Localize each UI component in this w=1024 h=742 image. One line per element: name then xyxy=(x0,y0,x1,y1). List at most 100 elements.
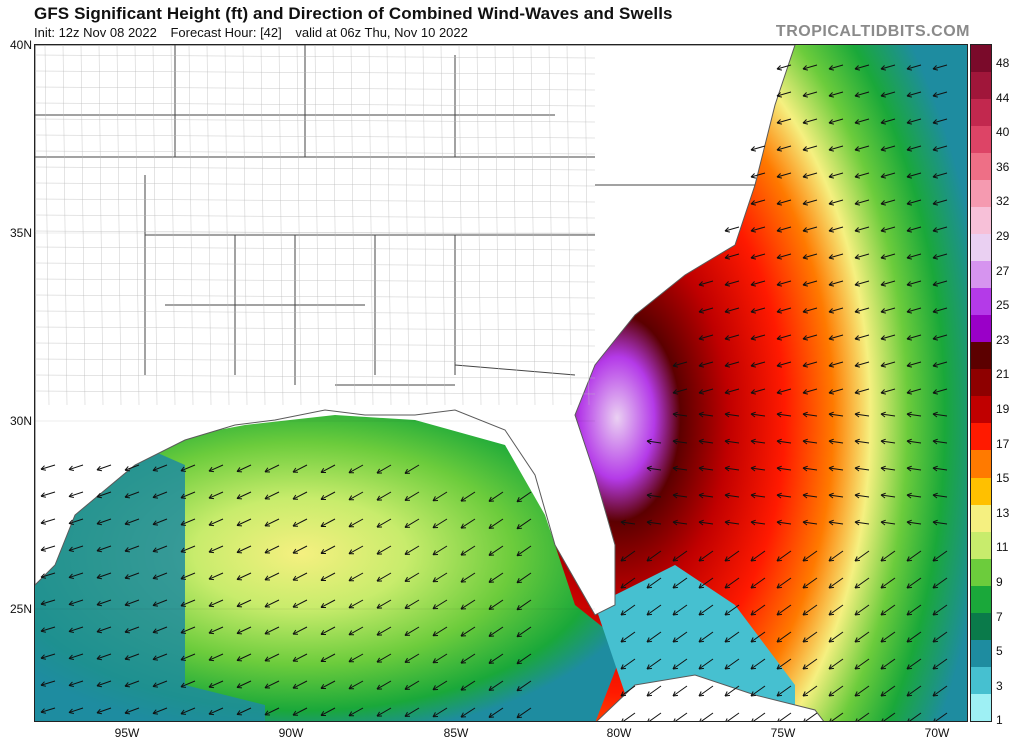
wave-arrow xyxy=(932,199,948,205)
wave-arrow xyxy=(646,550,662,562)
wave-arrow xyxy=(68,572,84,579)
wave-arrow xyxy=(932,631,948,643)
wave-arrow xyxy=(516,707,532,719)
wave-arrow xyxy=(292,707,308,716)
colorbar-swatch xyxy=(971,126,991,154)
wave-arrow xyxy=(750,172,766,178)
wave-arrow xyxy=(828,280,844,286)
wave-arrow xyxy=(152,464,168,471)
wave-arrow xyxy=(404,653,420,663)
colorbar-swatch xyxy=(971,315,991,343)
wave-arrow xyxy=(488,518,504,529)
wave-arrow xyxy=(180,599,196,607)
wave-arrow xyxy=(646,577,662,589)
wave-arrow xyxy=(620,631,636,643)
wave-arrow xyxy=(776,604,792,616)
wave-arrow xyxy=(854,199,870,205)
wave-arrow xyxy=(348,680,364,690)
wave-arrow xyxy=(68,545,84,552)
wave-arrow xyxy=(404,599,420,609)
wave-arrow xyxy=(932,172,948,178)
wave-arrow xyxy=(724,494,740,498)
wave-arrow xyxy=(828,145,844,151)
wave-arrow xyxy=(488,545,504,556)
wave-arrow xyxy=(292,491,308,500)
wave-arrow xyxy=(152,626,168,633)
wave-arrow xyxy=(432,707,448,718)
wave-arrow xyxy=(488,680,504,691)
wave-arrow xyxy=(348,572,364,582)
wave-arrow xyxy=(776,307,792,313)
wave-arrow xyxy=(646,658,662,670)
wave-arrow xyxy=(854,577,870,589)
wave-arrow xyxy=(880,226,896,232)
colorbar-label: 44 xyxy=(996,90,1010,105)
wave-arrow xyxy=(724,413,740,417)
wave-arrow xyxy=(854,685,870,697)
wave-arrow xyxy=(292,599,308,608)
wave-arrow xyxy=(750,494,766,498)
colorbar-label: 27 xyxy=(996,263,1010,278)
wave-arrow xyxy=(776,145,792,151)
wave-arrow xyxy=(776,199,792,205)
wave-arrow xyxy=(932,604,948,616)
wave-arrow xyxy=(672,440,688,444)
wave-arrow xyxy=(724,280,740,286)
colorbar-swatch xyxy=(971,423,991,451)
wave-arrow xyxy=(752,712,766,721)
wave-arrow xyxy=(802,172,818,178)
wave-arrow xyxy=(460,707,476,718)
wave-arrow xyxy=(376,491,392,501)
wave-arrow xyxy=(828,172,844,178)
wave-arrow xyxy=(854,521,870,525)
wave-arrow xyxy=(264,680,280,689)
colorbar-swatch xyxy=(971,180,991,208)
wave-arrow xyxy=(906,413,922,417)
wave-arrow xyxy=(236,707,252,715)
wave-arrow xyxy=(802,118,818,124)
wave-arrow xyxy=(292,572,308,581)
colorbar-label: 15 xyxy=(996,471,1010,486)
wave-arrow xyxy=(854,91,870,97)
wave-arrow xyxy=(292,518,308,527)
wave-arrow xyxy=(880,145,896,151)
wave-arrow xyxy=(776,467,792,471)
colorbar-swatch xyxy=(971,558,991,586)
wave-arrow xyxy=(932,226,948,232)
wave-arrow xyxy=(724,388,740,394)
wave-arrow xyxy=(68,707,84,714)
wave-arrow xyxy=(698,307,714,313)
wave-arrow xyxy=(932,413,948,417)
wave-arrow xyxy=(906,388,922,394)
wave-arrow xyxy=(906,658,922,670)
wave-arrow xyxy=(880,118,896,124)
wave-arrow xyxy=(854,226,870,232)
wave-arrow xyxy=(124,626,140,633)
wave-arrow xyxy=(932,280,948,286)
wave-arrow xyxy=(180,626,196,634)
wave-arrow xyxy=(622,712,636,721)
wave-arrow xyxy=(776,577,792,589)
wave-arrow xyxy=(698,388,714,394)
wave-arrow xyxy=(264,491,280,500)
wave-arrow xyxy=(880,521,896,525)
wave-arrow xyxy=(932,361,948,367)
wave-arrow xyxy=(672,631,688,643)
wave-arrow xyxy=(700,712,714,721)
wave-arrow xyxy=(906,172,922,178)
wave-arrow xyxy=(516,626,532,638)
wave-arrow xyxy=(830,712,844,721)
wave-arrow xyxy=(802,280,818,286)
valid-time: valid at 06z Thu, Nov 10 2022 xyxy=(295,25,468,40)
wave-arrow xyxy=(40,653,56,659)
wave-arrow xyxy=(724,631,740,643)
lon-label-85: 85W xyxy=(443,726,469,740)
wave-arrow xyxy=(724,253,740,259)
wave-arrow xyxy=(180,653,196,661)
colorbar-swatch xyxy=(971,396,991,424)
wave-arrow xyxy=(432,518,448,529)
colorbar-swatch xyxy=(971,612,991,640)
wave-arrow xyxy=(724,521,740,525)
wave-arrow xyxy=(698,334,714,340)
wave-arrow xyxy=(906,550,922,562)
